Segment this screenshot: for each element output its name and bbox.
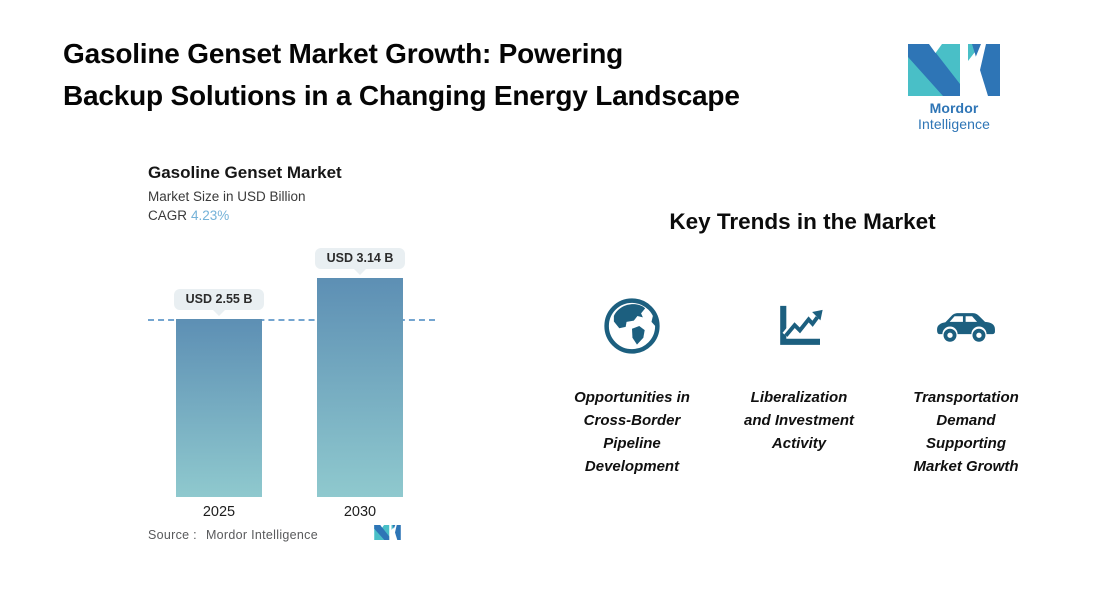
page-title-line-2: Backup Solutions in a Changing Energy La… — [63, 80, 740, 111]
reference-line — [148, 319, 435, 321]
source-value: Mordor Intelligence — [205, 528, 318, 542]
brand-wordmark-rest: Intelligence — [917, 116, 991, 132]
trends-heading: Key Trends in the Market — [669, 209, 936, 234]
pill-pointer-icon — [213, 310, 225, 316]
bar-column-2025: USD 2.55 B 2025 — [173, 289, 265, 520]
pill-pointer-icon — [354, 269, 366, 275]
bar — [176, 319, 262, 497]
line-chart-icon — [714, 296, 884, 356]
bar — [317, 278, 403, 497]
cagr-label: CAGR — [148, 208, 188, 223]
trend-label: Liberalization and Investment Activity — [743, 389, 855, 452]
mordor-logo-icon — [908, 44, 1000, 96]
trend-label: Opportunities in Cross-Border Pipeline D… — [574, 389, 690, 475]
trend-label: Transportation Demand Supporting Market … — [913, 389, 1019, 475]
source-row: Source : Mordor Intelligence — [148, 528, 318, 542]
chart-header: Gasoline Genset Market Market Size in US… — [148, 163, 342, 223]
mini-brand-logo-icon — [374, 525, 401, 545]
trend-item-transportation: Transportation Demand Supporting Market … — [881, 296, 1051, 478]
chart-cagr: CAGR 4.23% — [148, 208, 342, 223]
category-label: 2030 — [343, 504, 377, 520]
chart-subtitle: Market Size in USD Billion — [148, 189, 306, 204]
value-label-pill: USD 3.14 B — [314, 248, 406, 269]
value-label-pill: USD 2.55 B — [173, 289, 265, 310]
source-label: Source : — [148, 528, 197, 542]
car-icon — [881, 296, 1051, 356]
globe-icon — [547, 296, 717, 356]
page-title: Gasoline Genset Market Growth: Powering … — [63, 33, 740, 117]
brand-wordmark-bold: Mordor — [929, 100, 979, 116]
trend-item-liberalization: Liberalization and Investment Activity — [714, 296, 884, 455]
category-label: 2025 — [202, 504, 236, 520]
trend-item-pipeline: Opportunities in Cross-Border Pipeline D… — [547, 296, 717, 478]
bar-column-2030: USD 3.14 B 2030 — [314, 248, 406, 520]
brand-logo: Mordor Intelligence — [893, 44, 1015, 132]
brand-wordmark: Mordor Intelligence — [893, 100, 1015, 132]
page-title-line-1: Gasoline Genset Market Growth: Powering — [63, 38, 624, 69]
chart-title: Gasoline Genset Market — [148, 163, 342, 182]
cagr-value: 4.23% — [191, 208, 230, 223]
